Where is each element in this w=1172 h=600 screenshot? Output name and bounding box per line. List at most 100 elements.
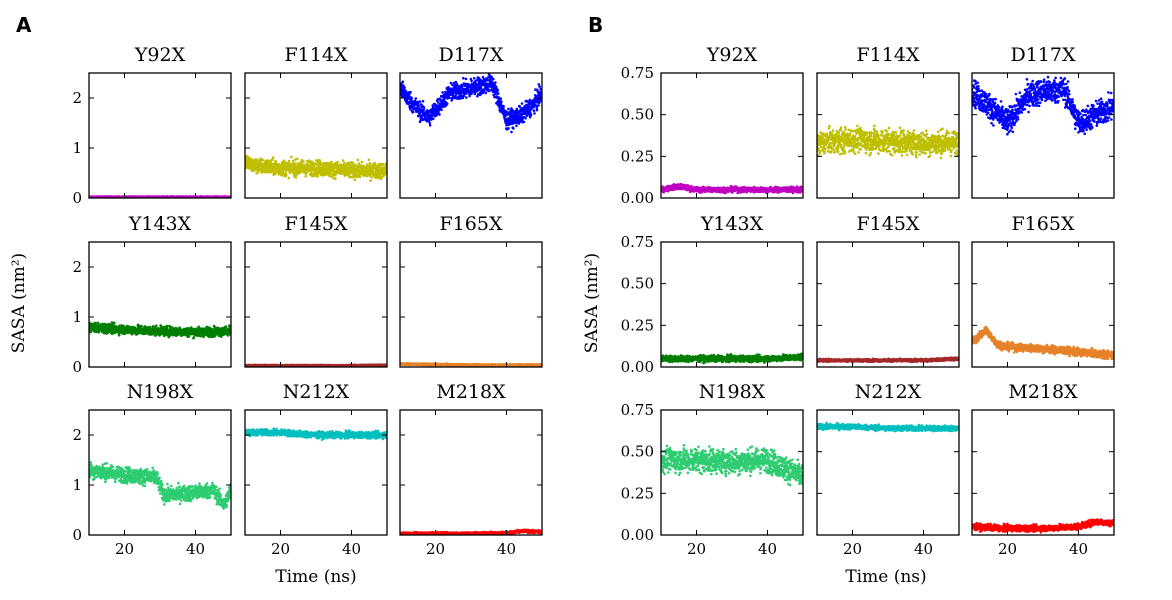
data-point xyxy=(447,96,451,99)
data-point xyxy=(409,90,412,94)
data-point xyxy=(512,122,515,125)
data-point xyxy=(330,160,333,164)
data-point xyxy=(298,171,302,175)
data-point xyxy=(368,162,372,165)
data-point xyxy=(261,158,265,162)
data-point xyxy=(113,321,116,325)
data-point xyxy=(409,108,412,111)
data-point xyxy=(451,83,454,87)
data-point xyxy=(414,97,418,100)
data-point xyxy=(271,158,274,161)
data-point xyxy=(461,96,465,100)
data-point xyxy=(411,110,415,114)
data-point xyxy=(416,114,420,118)
data-point xyxy=(452,81,456,85)
data-point xyxy=(470,79,473,83)
data-point xyxy=(454,80,458,84)
data-point xyxy=(428,124,432,127)
data-point xyxy=(367,158,371,162)
data-point xyxy=(326,166,330,169)
data-point xyxy=(428,113,431,116)
axes-frame xyxy=(244,72,388,199)
data-point xyxy=(89,330,92,334)
data-point xyxy=(102,331,106,335)
data-point xyxy=(490,88,494,91)
data-point xyxy=(538,85,541,88)
panel-a-ylabel: SASA (nm²) xyxy=(9,253,29,353)
data-point xyxy=(413,99,417,103)
data-point xyxy=(537,104,540,107)
data-point xyxy=(227,334,230,337)
data-point xyxy=(428,121,432,125)
data-point xyxy=(369,179,372,182)
data-point xyxy=(436,101,440,104)
data-point xyxy=(468,94,471,98)
data-point xyxy=(422,108,426,111)
data-point xyxy=(189,326,193,329)
data-point xyxy=(365,174,369,178)
data-point xyxy=(270,171,274,174)
subplot-title: Y92X xyxy=(134,44,186,66)
data-point xyxy=(472,77,476,80)
data-point xyxy=(97,330,101,334)
data-point xyxy=(271,156,275,159)
data-point xyxy=(524,117,527,120)
data-point xyxy=(515,124,518,128)
data-point xyxy=(497,96,501,99)
data-point xyxy=(287,159,291,163)
data-point xyxy=(222,332,226,336)
data-point xyxy=(432,117,435,121)
panel-a-xlabel: Time (ns) xyxy=(275,567,356,587)
data-point xyxy=(496,88,500,92)
data-point xyxy=(290,162,294,166)
data-point xyxy=(479,86,483,89)
data-point xyxy=(528,115,532,119)
data-point xyxy=(422,106,426,109)
y-tick-label: 1 xyxy=(72,308,82,326)
panel-b-letter: B xyxy=(588,13,603,37)
data-point xyxy=(287,176,291,180)
data-point xyxy=(294,176,298,179)
data-point xyxy=(187,335,191,338)
data-point xyxy=(165,324,169,328)
data-point xyxy=(224,325,228,328)
data-point xyxy=(499,97,503,100)
data-point xyxy=(518,105,522,108)
data-point xyxy=(328,172,332,175)
data-point xyxy=(522,120,526,124)
data-point xyxy=(486,77,489,80)
data-point xyxy=(357,165,360,169)
data-point xyxy=(510,130,513,134)
data-point xyxy=(290,155,293,159)
data-point xyxy=(343,161,346,165)
data-point xyxy=(432,104,436,108)
data-point xyxy=(305,171,308,174)
data-series xyxy=(400,73,542,134)
axes-frame xyxy=(88,72,232,199)
data-point xyxy=(165,326,169,330)
y-tick-label: 1 xyxy=(72,139,82,157)
data-point xyxy=(154,334,158,337)
data-point xyxy=(336,160,339,164)
data-point xyxy=(462,94,466,98)
data-point xyxy=(445,102,449,105)
axes-frame xyxy=(399,72,543,199)
data-point xyxy=(169,325,172,329)
data-point xyxy=(504,114,507,118)
panel-a-letter: A xyxy=(16,13,32,37)
data-point xyxy=(441,91,444,94)
data-point xyxy=(341,159,345,162)
data-point xyxy=(370,176,373,179)
subplot-title: D117X xyxy=(438,44,503,66)
data-point xyxy=(302,160,305,163)
y-tick-label: 2 xyxy=(72,89,82,107)
data-point xyxy=(288,171,292,175)
data-point xyxy=(296,157,299,161)
data-point xyxy=(482,83,485,87)
data-point xyxy=(382,174,386,177)
subplot-title: Y143X xyxy=(128,213,192,235)
y-tick-label: 0 xyxy=(72,358,82,376)
